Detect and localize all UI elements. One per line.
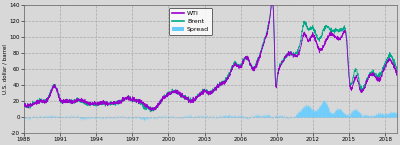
Y-axis label: U.S. dollar / barrel: U.S. dollar / barrel — [3, 44, 8, 94]
Legend: WTI, Brent, Spread: WTI, Brent, Spread — [169, 8, 212, 35]
